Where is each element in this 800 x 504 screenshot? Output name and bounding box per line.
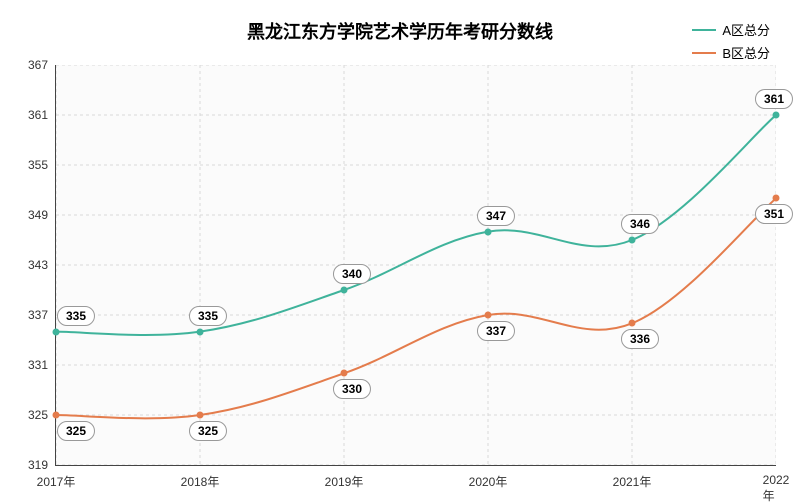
line-chart: 黑龙江东方学院艺术学历年考研分数线 A区总分B区总分 3193253313373… — [0, 0, 800, 500]
data-label: 336 — [621, 329, 659, 349]
x-tick-label: 2019年 — [325, 473, 364, 490]
data-point — [485, 312, 492, 319]
y-tick-label: 367 — [28, 58, 48, 72]
data-label: 346 — [621, 214, 659, 234]
y-tick-label: 325 — [28, 408, 48, 422]
x-tick-label: 2021年 — [613, 473, 652, 490]
x-tick-label: 2018年 — [181, 473, 220, 490]
y-tick-label: 331 — [28, 358, 48, 372]
legend-label: A区总分 — [722, 20, 770, 39]
chart-title: 黑龙江东方学院艺术学历年考研分数线 — [247, 18, 553, 44]
y-tick-label: 319 — [28, 458, 48, 472]
data-point — [629, 320, 636, 327]
y-tick-label: 349 — [28, 208, 48, 222]
y-tick-label: 361 — [28, 108, 48, 122]
data-point — [197, 412, 204, 419]
data-label: 347 — [477, 206, 515, 226]
data-point — [773, 112, 780, 119]
data-point — [773, 195, 780, 202]
data-label: 335 — [57, 306, 95, 326]
data-label: 330 — [333, 379, 371, 399]
data-label: 340 — [333, 264, 371, 284]
data-label: 335 — [189, 306, 227, 326]
data-label: 351 — [755, 204, 793, 224]
legend-item: A区总分 — [692, 20, 770, 39]
data-point — [341, 287, 348, 294]
data-label: 325 — [57, 421, 95, 441]
data-point — [53, 328, 60, 335]
y-tick-label: 355 — [28, 158, 48, 172]
data-label: 361 — [755, 89, 793, 109]
data-point — [341, 370, 348, 377]
x-tick-label: 2017年 — [37, 473, 76, 490]
y-tick-label: 343 — [28, 258, 48, 272]
data-point — [197, 328, 204, 335]
y-tick-label: 337 — [28, 308, 48, 322]
data-point — [485, 228, 492, 235]
data-point — [53, 412, 60, 419]
data-point — [629, 237, 636, 244]
legend-label: B区总分 — [722, 43, 770, 62]
x-tick-label: 2022年 — [763, 473, 790, 504]
plot-area: 3193253313373433493553613672017年2018年201… — [55, 65, 776, 466]
chart-legend: A区总分 B区总分 — [692, 20, 770, 66]
legend-item: B区总分 — [692, 43, 770, 62]
x-tick-label: 2020年 — [469, 473, 508, 490]
data-label: 325 — [189, 421, 227, 441]
data-label: 337 — [477, 321, 515, 341]
